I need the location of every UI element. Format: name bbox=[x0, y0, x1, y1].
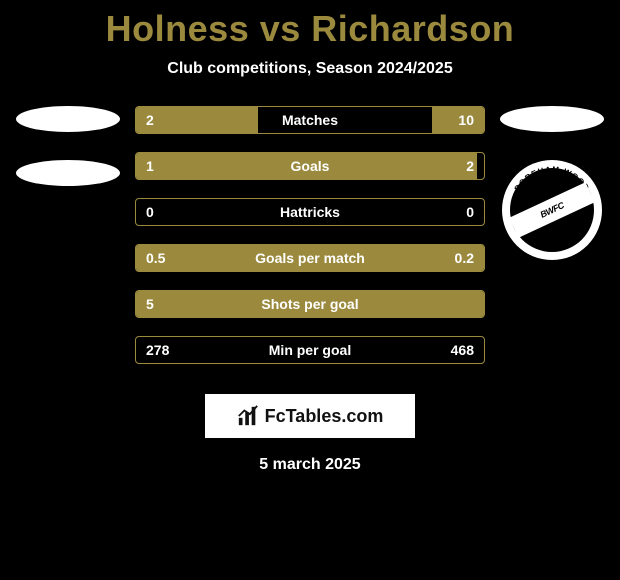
stat-right-value: 0.2 bbox=[455, 250, 474, 266]
stat-label: Shots per goal bbox=[136, 296, 484, 312]
club-badge: BOREHAM WOOD FOOTBALL CLUB BWFC bbox=[502, 160, 602, 260]
comparison-area: 2Matches101Goals20Hattricks00.5Goals per… bbox=[0, 106, 620, 364]
page-title: Holness vs Richardson bbox=[0, 0, 620, 50]
stat-row: 2Matches10 bbox=[135, 106, 485, 134]
club-stripe: BWFC bbox=[509, 182, 594, 237]
subtitle: Club competitions, Season 2024/2025 bbox=[0, 60, 620, 78]
right-player-column: BOREHAM WOOD FOOTBALL CLUB BWFC bbox=[492, 106, 612, 260]
club-placeholder-icon bbox=[16, 160, 120, 186]
stat-label: Matches bbox=[136, 112, 484, 128]
stat-label: Min per goal bbox=[136, 342, 484, 358]
stat-row: 5Shots per goal bbox=[135, 290, 485, 318]
stat-bars: 2Matches101Goals20Hattricks00.5Goals per… bbox=[135, 106, 485, 364]
stat-label: Goals per match bbox=[136, 250, 484, 266]
stat-right-value: 0 bbox=[466, 204, 474, 220]
player-placeholder-icon bbox=[16, 106, 120, 132]
date-text: 5 march 2025 bbox=[0, 456, 620, 474]
stat-label: Hattricks bbox=[136, 204, 484, 220]
club-inner-circle: BWFC bbox=[510, 168, 594, 252]
brand-text: FcTables.com bbox=[265, 406, 384, 427]
club-initials: BWFC bbox=[539, 200, 566, 220]
brand-box[interactable]: FcTables.com bbox=[205, 394, 415, 438]
stat-right-value: 468 bbox=[451, 342, 474, 358]
left-player-column bbox=[8, 106, 128, 214]
stat-row: 1Goals2 bbox=[135, 152, 485, 180]
player-placeholder-icon bbox=[500, 106, 604, 132]
stat-right-value: 2 bbox=[466, 158, 474, 174]
stat-row: 0Hattricks0 bbox=[135, 198, 485, 226]
stat-row: 278Min per goal468 bbox=[135, 336, 485, 364]
stat-right-value: 10 bbox=[458, 112, 474, 128]
stat-label: Goals bbox=[136, 158, 484, 174]
chart-icon bbox=[237, 405, 259, 427]
stat-row: 0.5Goals per match0.2 bbox=[135, 244, 485, 272]
